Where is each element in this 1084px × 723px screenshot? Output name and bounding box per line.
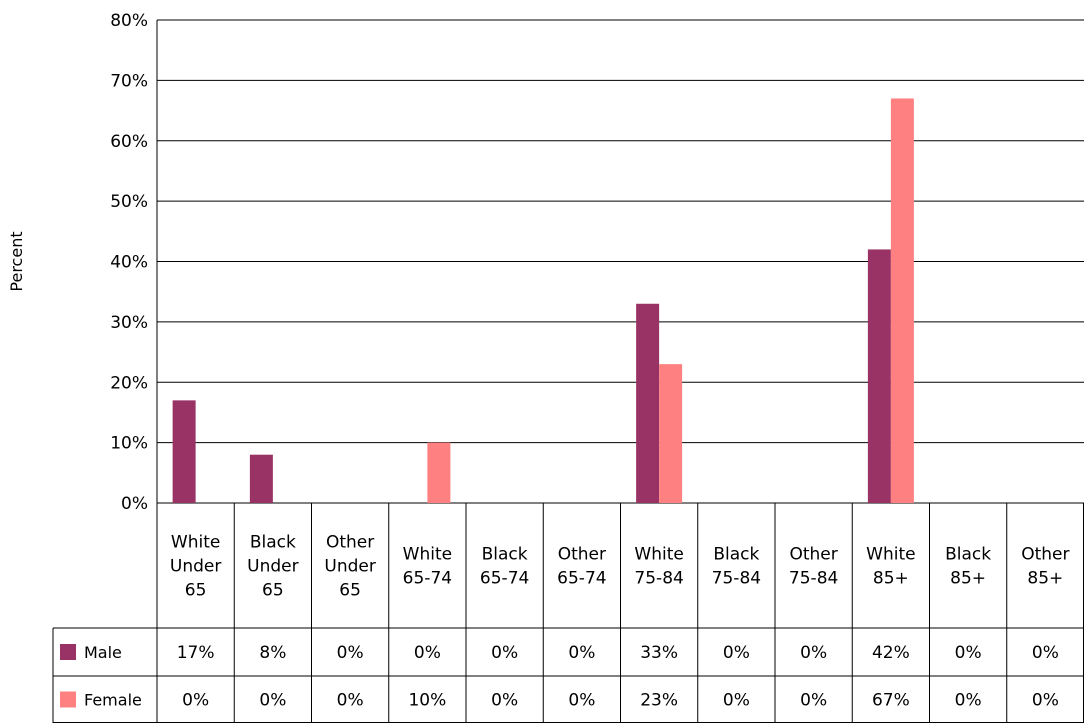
y-tick-label: 60% (110, 132, 148, 152)
table-value-female: 23% (640, 691, 678, 711)
legend-label-male: Male (84, 643, 122, 662)
x-category-label: Black (482, 545, 528, 565)
table-value-female: 0% (182, 691, 209, 711)
table-value-male: 0% (800, 643, 827, 663)
table-value-female: 0% (800, 691, 827, 711)
x-category-label: White (171, 533, 220, 553)
y-tick-label: 70% (110, 71, 148, 91)
y-tick-label: 20% (110, 373, 148, 393)
table-value-male: 0% (491, 643, 518, 663)
table-value-female: 0% (723, 691, 750, 711)
x-category-label: White (866, 545, 915, 565)
x-category-label: 65 (262, 581, 284, 601)
x-category-label: 85+ (950, 569, 986, 589)
table-value-male: 42% (872, 643, 910, 663)
x-category-label: 65-74 (480, 569, 529, 589)
x-category-label: Black (945, 545, 991, 565)
x-category-label: Other (1021, 545, 1069, 565)
y-tick-label: 10% (110, 434, 148, 454)
table-value-male: 17% (177, 643, 215, 663)
table-value-female: 0% (491, 691, 518, 711)
bar-male (249, 454, 273, 503)
x-category-label: 65 (185, 581, 207, 601)
table-value-male: 0% (1032, 643, 1059, 663)
x-category-label: White (403, 545, 452, 565)
x-category-label: 65-74 (557, 569, 606, 589)
y-axis-label: Percent (7, 231, 26, 291)
bar-male (636, 303, 660, 503)
x-category-label: Black (250, 533, 296, 553)
table-value-male: 33% (640, 643, 678, 663)
x-category-label: 75-84 (789, 569, 838, 589)
bar-female (659, 364, 683, 503)
y-tick-label: 0% (121, 494, 148, 514)
y-tick-label: 30% (110, 313, 148, 333)
table-value-male: 8% (259, 643, 286, 663)
x-category-label: Other (326, 533, 374, 553)
legend-label-female: Female (84, 691, 142, 710)
table-value-male: 0% (568, 643, 595, 663)
table-value-female: 67% (872, 691, 910, 711)
x-category-label: 85+ (1027, 569, 1063, 589)
y-tick-label: 50% (110, 192, 148, 212)
x-category-label: Other (789, 545, 837, 565)
table-value-female: 0% (337, 691, 364, 711)
x-category-label: Under (170, 557, 221, 577)
table-value-male: 0% (337, 643, 364, 663)
table-value-male: 0% (414, 643, 441, 663)
y-tick-label: 40% (110, 253, 148, 273)
y-tick-label: 80% (110, 11, 148, 31)
table-value-female: 10% (408, 691, 446, 711)
bar-male (172, 400, 196, 503)
x-category-label: Under (324, 557, 375, 577)
x-category-label: 65 (339, 581, 361, 601)
bar-female (890, 98, 914, 504)
table-value-female: 0% (568, 691, 595, 711)
bar-female (427, 442, 451, 503)
x-category-label: Black (713, 545, 759, 565)
table-value-male: 0% (955, 643, 982, 663)
table-value-female: 0% (955, 691, 982, 711)
table-value-female: 0% (259, 691, 286, 711)
x-category-label: 75-84 (712, 569, 761, 589)
x-category-label: 65-74 (403, 569, 452, 589)
table-value-female: 0% (1032, 691, 1059, 711)
x-category-label: 85+ (873, 569, 909, 589)
bar-male (867, 249, 891, 503)
x-category-label: 75-84 (634, 569, 683, 589)
legend-swatch-female (60, 691, 76, 708)
legend-swatch-male (60, 644, 76, 660)
x-category-label: White (634, 545, 683, 565)
x-category-label: Other (558, 545, 606, 565)
x-category-label: Under (247, 557, 298, 577)
table-value-male: 0% (723, 643, 750, 663)
